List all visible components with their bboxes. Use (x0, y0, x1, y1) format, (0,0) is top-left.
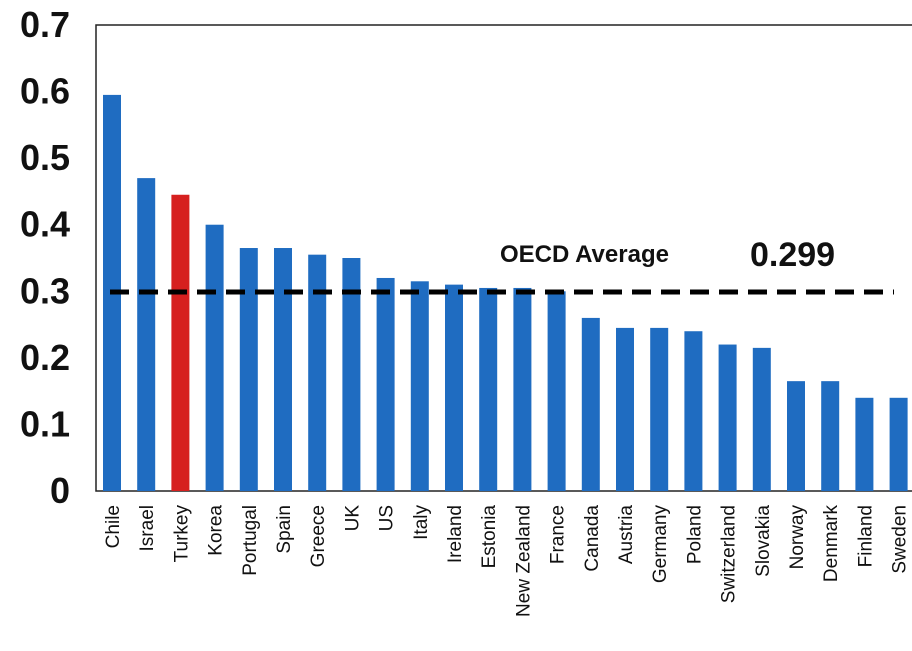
y-axis-ticks: 0 0.1 0.2 0.3 0.4 0.5 0.6 0.7 (20, 4, 70, 511)
x-tick-label: Spain (274, 505, 295, 554)
x-tick-label: Canada (582, 505, 603, 572)
x-tick-label: Slovakia (753, 505, 774, 577)
oecd-average-value: 0.299 (750, 236, 835, 274)
bar-slovakia (752, 347, 771, 491)
bar-canada (581, 317, 600, 491)
bar-ireland (445, 284, 463, 491)
y-tick-label: 0.6 (20, 71, 70, 112)
y-tick-label: 0.7 (20, 4, 70, 45)
bar-switzerland (718, 344, 737, 491)
oecd-average-label: OECD Average (500, 241, 669, 268)
x-tick-label: Turkey (171, 505, 192, 563)
bar-france (547, 291, 566, 491)
y-tick-label: 0 (50, 470, 70, 511)
bar-denmark (821, 381, 840, 491)
bar-austria (616, 327, 634, 491)
x-tick-label: Korea (206, 505, 227, 556)
bar-estonia (479, 287, 498, 491)
x-tick-label: Portugal (240, 505, 261, 576)
bar-portugal (239, 248, 258, 491)
y-tick-label: 0.1 (20, 403, 70, 444)
x-tick-label: Greece (308, 505, 329, 567)
x-tick-label: Poland (684, 505, 705, 564)
y-tick-label: 0.2 (20, 337, 70, 378)
x-axis-ticks: Chile Israel Turkey Korea Portugal Spain Greec… (103, 505, 911, 617)
x-tick-label: Switzerland (719, 505, 740, 603)
x-tick-label: Chile (103, 505, 124, 548)
bar-korea (205, 224, 224, 491)
bar-spain (274, 248, 292, 491)
x-tick-label: Israel (137, 505, 158, 551)
y-tick-label: 0.5 (20, 137, 70, 178)
bar-uk (342, 258, 361, 491)
x-tick-label: France (548, 505, 569, 564)
plot-frame (95, 24, 912, 492)
x-tick-label: Ireland (445, 505, 466, 563)
bar-italy (410, 281, 429, 491)
bar-finland (855, 397, 874, 491)
bar-greece (308, 254, 327, 491)
y-tick-label: 0.4 (20, 204, 70, 245)
y-tick-label: 0.3 (20, 270, 70, 311)
bar-new-zealand (513, 287, 532, 491)
x-tick-label: Germany (650, 505, 671, 584)
bar-norway (787, 381, 805, 491)
x-tick-label: Denmark (821, 505, 842, 583)
bar-israel (137, 178, 156, 491)
bar-poland (684, 331, 703, 491)
x-tick-label: Italy (411, 505, 432, 540)
x-tick-label: Austria (616, 505, 637, 565)
x-tick-label: Estonia (479, 505, 500, 569)
bar-sweden (889, 397, 908, 491)
x-tick-label: UK (342, 505, 363, 532)
bar-germany (650, 327, 669, 491)
x-tick-label: US (377, 505, 398, 531)
bar-turkey (171, 194, 190, 491)
bars (103, 94, 908, 492)
x-tick-label: Norway (787, 505, 808, 570)
x-tick-label: New Zealand (513, 505, 534, 617)
bar-us (376, 277, 395, 491)
x-tick-label: Sweden (890, 505, 911, 574)
x-tick-label: Finland (855, 505, 876, 567)
